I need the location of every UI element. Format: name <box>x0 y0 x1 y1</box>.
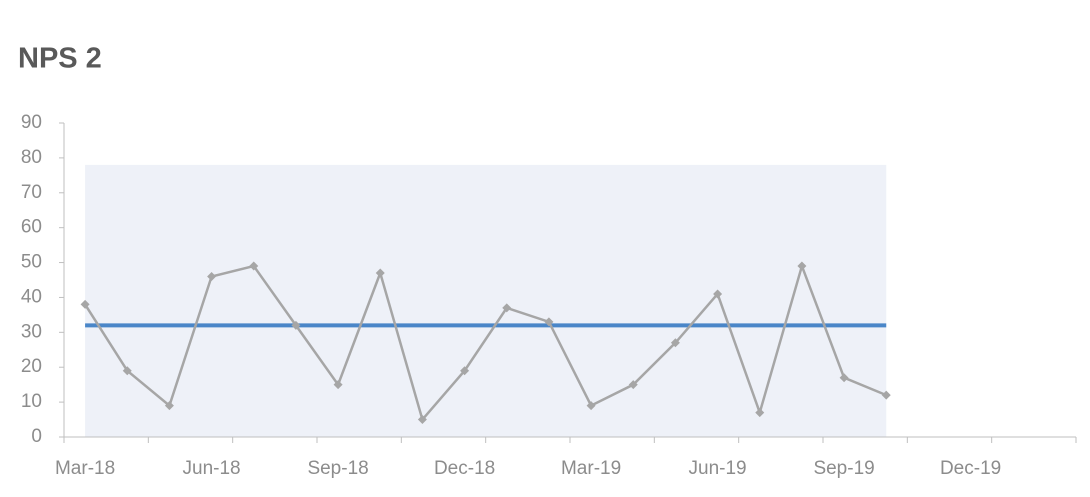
marker <box>670 338 680 348</box>
marker <box>628 380 638 390</box>
marker <box>502 303 512 313</box>
y-tick-label: 60 <box>21 217 42 238</box>
x-tick-label: Mar-18 <box>55 458 115 479</box>
chart-title: NPS 2 <box>18 43 102 75</box>
marker <box>249 261 259 271</box>
marker <box>713 289 723 299</box>
marker <box>586 401 596 411</box>
y-tick-label: 70 <box>21 182 42 203</box>
y-tick-label: 30 <box>21 321 42 342</box>
marker <box>333 380 343 390</box>
marker <box>460 366 470 376</box>
y-tick-label: 40 <box>21 286 42 307</box>
x-tick-label: Jun-19 <box>689 458 747 479</box>
y-tick-label: 0 <box>31 426 42 447</box>
band-area <box>85 164 887 437</box>
x-tick-label: Dec-19 <box>940 458 1001 479</box>
marker <box>417 415 427 425</box>
marker <box>797 261 807 271</box>
nps-line <box>84 262 887 423</box>
marker <box>122 366 132 376</box>
marker <box>375 268 385 278</box>
y-tick-label: 80 <box>21 147 42 168</box>
x-tick-label: Jun-18 <box>183 458 241 479</box>
x-tick-label: Mar-19 <box>561 458 621 479</box>
marker <box>164 401 174 411</box>
marker <box>839 373 849 383</box>
x-tick-label: Sep-19 <box>813 458 874 479</box>
marker <box>291 320 301 330</box>
marker <box>207 272 217 282</box>
x-tick-label: Sep-18 <box>307 458 368 479</box>
marker <box>544 317 554 327</box>
x-tick-label: Dec-18 <box>434 458 495 479</box>
marker <box>80 299 90 309</box>
y-tick-label: 20 <box>21 356 42 377</box>
y-tick-label: 50 <box>21 252 42 273</box>
marker <box>881 390 891 400</box>
marker <box>755 408 765 418</box>
y-tick-label: 10 <box>21 391 42 412</box>
y-tick-label: 90 <box>21 112 42 133</box>
